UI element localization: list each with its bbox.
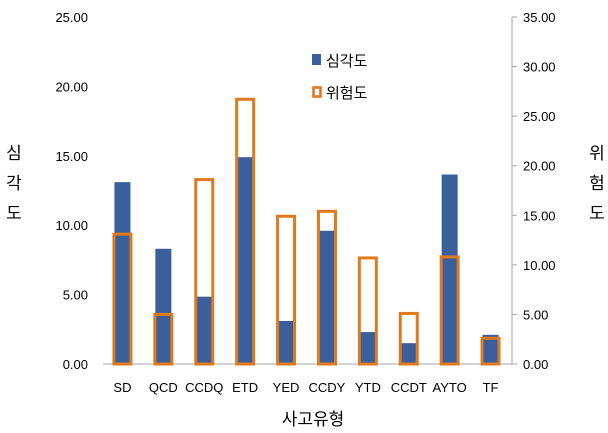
bar-severity bbox=[359, 332, 376, 364]
category-label: YTD bbox=[355, 380, 381, 395]
bar-risk bbox=[398, 311, 419, 366]
category-label: TF bbox=[483, 380, 499, 395]
left-tick-label: 25.00 bbox=[55, 10, 88, 25]
right-tick-label: 15.00 bbox=[523, 208, 556, 223]
left-tick-label: 10.00 bbox=[55, 218, 88, 233]
right-tick-label: 0.00 bbox=[523, 357, 548, 372]
left-tick-label: 20.00 bbox=[55, 79, 88, 94]
bar-risk bbox=[439, 255, 460, 366]
legend-label-risk: 위험도 bbox=[326, 85, 368, 102]
right-tick-label: 35.00 bbox=[523, 10, 556, 25]
legend-swatch-severity bbox=[312, 54, 321, 65]
left-tick-label: 5.00 bbox=[63, 288, 88, 303]
left-tick-label: 15.00 bbox=[55, 149, 88, 164]
right-tick-label: 30.00 bbox=[523, 60, 556, 75]
bars bbox=[112, 97, 501, 366]
category-labels: SD QCD CCDQ ETD YED CCDY YTD CCDT AYTO TF bbox=[113, 380, 498, 395]
x-axis-title: 사고유형 bbox=[282, 410, 345, 429]
right-tick-label: 25.00 bbox=[523, 109, 556, 124]
bar-risk bbox=[194, 178, 215, 366]
bar-risk bbox=[357, 256, 378, 366]
bar-risk bbox=[112, 232, 133, 366]
bar-severity bbox=[441, 174, 458, 364]
bar-risk bbox=[480, 336, 501, 366]
category-label: CCDT bbox=[391, 380, 427, 395]
bar-severity bbox=[318, 230, 335, 364]
category-label: CCDY bbox=[309, 380, 346, 395]
right-tick-label: 10.00 bbox=[523, 258, 556, 273]
bar-severity bbox=[400, 343, 417, 364]
bar-severity bbox=[155, 248, 172, 364]
category-label: QCD bbox=[149, 380, 178, 395]
right-tick-label: 5.00 bbox=[523, 307, 548, 322]
right-axis-ticks: 0.00 5.00 10.00 15.00 20.00 25.00 30.00 35.00 bbox=[512, 10, 556, 372]
category-label: ETD bbox=[232, 380, 258, 395]
left-tick-label: 0.00 bbox=[63, 357, 88, 372]
bar-severity bbox=[114, 182, 131, 364]
category-label: YED bbox=[273, 380, 300, 395]
bar-severity bbox=[482, 334, 499, 364]
legend-label-severity: 심각도 bbox=[326, 53, 368, 70]
right-tick-label: 20.00 bbox=[523, 159, 556, 174]
bar-severity bbox=[196, 296, 213, 364]
category-label: AYTO bbox=[433, 380, 467, 395]
bar-risk bbox=[276, 214, 297, 366]
legend-swatch-risk bbox=[312, 86, 322, 98]
bar-severity bbox=[278, 320, 295, 364]
bar-risk bbox=[316, 209, 337, 366]
left-axis-ticks: 0.00 5.00 10.00 15.00 20.00 25.00 bbox=[55, 10, 88, 372]
category-label: CCDQ bbox=[185, 380, 223, 395]
bar-risk bbox=[153, 312, 174, 366]
bar-risk bbox=[235, 97, 256, 366]
legend: 심각도 위험도 bbox=[312, 53, 368, 102]
category-label: SD bbox=[113, 380, 131, 395]
bar-severity bbox=[237, 157, 254, 364]
